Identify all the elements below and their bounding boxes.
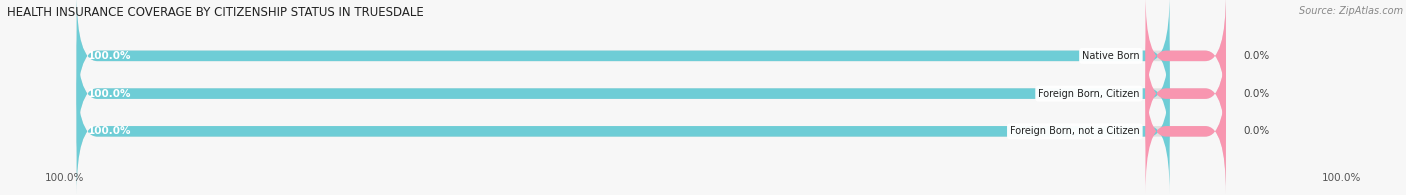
Text: 0.0%: 0.0%	[1243, 89, 1270, 99]
Text: 0.0%: 0.0%	[1243, 51, 1270, 61]
FancyBboxPatch shape	[1146, 69, 1226, 194]
FancyBboxPatch shape	[77, 0, 1170, 119]
Text: 0.0%: 0.0%	[1243, 126, 1270, 136]
Text: 100.0%: 100.0%	[1322, 173, 1361, 183]
Text: 100.0%: 100.0%	[89, 89, 132, 99]
Text: Native Born: Native Born	[1083, 51, 1140, 61]
Text: Source: ZipAtlas.com: Source: ZipAtlas.com	[1299, 6, 1403, 16]
FancyBboxPatch shape	[77, 69, 1226, 194]
Text: Foreign Born, Citizen: Foreign Born, Citizen	[1038, 89, 1140, 99]
Text: HEALTH INSURANCE COVERAGE BY CITIZENSHIP STATUS IN TRUESDALE: HEALTH INSURANCE COVERAGE BY CITIZENSHIP…	[7, 6, 423, 19]
Text: 100.0%: 100.0%	[89, 126, 132, 136]
Text: 100.0%: 100.0%	[45, 173, 84, 183]
Text: Foreign Born, not a Citizen: Foreign Born, not a Citizen	[1010, 126, 1140, 136]
FancyBboxPatch shape	[77, 69, 1170, 194]
FancyBboxPatch shape	[77, 31, 1170, 156]
FancyBboxPatch shape	[1146, 31, 1226, 156]
FancyBboxPatch shape	[77, 31, 1226, 156]
Text: 100.0%: 100.0%	[89, 51, 132, 61]
FancyBboxPatch shape	[1146, 0, 1226, 119]
FancyBboxPatch shape	[77, 0, 1226, 119]
